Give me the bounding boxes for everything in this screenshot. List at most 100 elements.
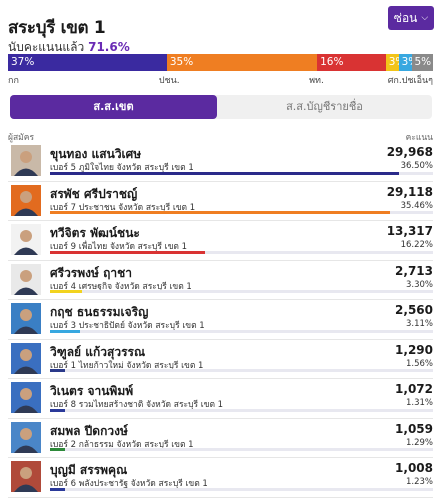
candidate-vote-bar-fill: [50, 408, 66, 412]
party-segment: 5%: [411, 54, 433, 71]
candidate-name: ทวีจิตร พัฒน์ชนะ: [50, 226, 140, 240]
candidate-party: เบอร์ 8 รวมไทยสร้างชาติ จังหวัด สระบุรี …: [50, 400, 224, 410]
candidate-name: ศรีวรพงษ์ ฤาชา: [50, 265, 132, 280]
candidate-votes: 2,560: [395, 303, 433, 317]
candidate-percent: 3.30%: [405, 279, 433, 290]
row-divider: [8, 220, 433, 221]
party-segment: 37%: [8, 54, 167, 71]
candidate-party: เบอร์ 7 ประชาชน จังหวัด สระบุรี เขต 1: [50, 202, 196, 213]
party-segment-label: ปชน.: [158, 76, 180, 86]
row-divider: [8, 338, 433, 340]
candidate-party: เบอร์ 2 กล้าธรรม จังหวัด สระบุรี เขต 1: [50, 439, 194, 450]
candidate-row[interactable]: ทวีจิตร พัฒน์ชนะเบอร์ 9 เพื่อไทย จังหวัด…: [8, 221, 433, 261]
candidate-vote-bar: [50, 487, 433, 491]
candidate-row[interactable]: วิฑูลย์ แก้วสุวรรณ เบอร์ 1 ไทยก้าวใหม่ จั…: [8, 340, 433, 379]
candidate-name: สรพัช ศรีปราชญ์: [50, 186, 138, 201]
candidate-vote-bar: [50, 211, 433, 214]
candidate-row[interactable]: วิเนตร จานพิมพ์ เบอร์ 8 รวมไทยสร้างชาติ จ…: [8, 379, 433, 419]
candidate-avatar: [11, 263, 41, 295]
candidate-list: ขุนทอง แสนวิเศษเบอร์ 5 ภูมิใจไทย จังหวัด…: [8, 142, 433, 498]
candidate-row[interactable]: กฤช ธนธรรมเจริญ เบอร์ 3 ประชาธิปัตย์ จังห…: [8, 300, 433, 340]
candidate-row[interactable]: ขุนทอง แสนวิเศษเบอร์ 5 ภูมิใจไทย จังหวัด…: [8, 142, 433, 182]
counted-status: นับคะแนนแล้ว 71.6%: [8, 38, 130, 57]
chevron-down-icon: ⌵: [421, 13, 429, 23]
candidate-avatar: [11, 184, 41, 216]
tab-partylist-mp[interactable]: ส.ส.บัญชีรายชื่อ: [286, 100, 363, 113]
candidate-vote-bar-fill: [50, 250, 206, 254]
row-divider: [8, 417, 433, 419]
candidate-vote-bar: [50, 448, 433, 451]
row-divider: [8, 180, 433, 182]
counted-percent: 71.6%: [88, 40, 130, 54]
candidate-percent: 1.29%: [405, 437, 433, 448]
candidate-percent: 1.31%: [405, 398, 433, 408]
candidate-row[interactable]: บุญมี สรรพคุณเบอร์ 6 พลังประชารัฐ จังหวั…: [8, 458, 433, 498]
candidate-vote-bar-fill: [50, 487, 66, 491]
party-segment-label-other: ศก.ปชเอ็นๆ: [387, 76, 433, 86]
candidate-votes: 29,968: [386, 145, 433, 159]
party-segment-label: กก: [8, 76, 19, 86]
candidate-name: วิฑูลย์ แก้วสุวรรณ: [50, 344, 146, 359]
candidate-name: สมพล ปีดกวงษ์: [50, 423, 128, 438]
candidate-row[interactable]: สรพัช ศรีปราชญ์ เบอร์ 7 ประชาชน จังหวัด ส…: [8, 182, 433, 221]
row-divider: [8, 259, 433, 261]
candidate-avatar: [11, 342, 41, 374]
row-divider: [8, 299, 433, 300]
row-divider: [8, 496, 433, 498]
candidate-avatar: [11, 224, 41, 255]
party-segment: 35%: [166, 54, 318, 71]
candidate-vote-bar-fill: [50, 211, 390, 214]
tab-bar: ส.ส.เขต ส.ส.บัญชีรายชื่อ: [10, 95, 432, 119]
candidate-percent: 1.56%: [405, 358, 433, 369]
candidate-vote-bar-fill: [50, 171, 400, 175]
party-segment: 3%: [398, 54, 412, 71]
candidate-vote-bar-fill: [50, 369, 66, 372]
candidate-avatar: [11, 145, 41, 176]
candidate-percent: 36.50%: [400, 161, 433, 171]
candidate-avatar: [11, 382, 41, 413]
tab-district-mp[interactable]: ส.ส.เขต: [10, 95, 217, 119]
column-header: ผู้สมัคร คะแนน: [8, 130, 433, 143]
candidate-name: ขุนทอง แสนวิเศษ: [50, 147, 142, 161]
candidate-votes: 13,317: [386, 224, 433, 238]
row-divider: [8, 457, 433, 458]
candidate-party: เบอร์ 9 เพื่อไทย จังหวัด สระบุรี เขต 1: [50, 242, 188, 252]
candidate-votes: 1,059: [395, 421, 433, 436]
hide-button-label: ซ่อน: [393, 10, 418, 25]
party-segment: 16%: [317, 54, 386, 71]
party-segment: 3%: [385, 54, 399, 71]
candidate-row[interactable]: ศรีวรพงษ์ ฤาชา เบอร์ 4 เศรษฐกิจ จังหวัด ส…: [8, 261, 433, 300]
page-title: สระบุรี เขต 1: [8, 18, 106, 38]
candidate-avatar: [11, 303, 41, 334]
party-share-bar: 37%35%16%3%3%5%: [8, 54, 433, 71]
candidate-votes: 29,118: [386, 184, 433, 199]
candidate-votes: 2,713: [395, 263, 433, 278]
row-divider: [8, 378, 433, 379]
header: สระบุรี เขต 1 นับคะแนนแล้ว 71.6% ซ่อน ⌵: [8, 6, 434, 54]
candidate-percent: 35.46%: [400, 200, 433, 211]
candidate-votes: 1,290: [395, 342, 433, 357]
candidate-party: เบอร์ 6 พลังประชารัฐ จังหวัด สระบุรี เขต…: [50, 479, 208, 489]
candidate-row[interactable]: สมพล ปีดกวงษ์ เบอร์ 2 กล้าธรรม จังหวัด สร…: [8, 419, 433, 458]
candidate-name: บุญมี สรรพคุณ: [50, 463, 128, 477]
candidate-vote-bar: [50, 369, 433, 372]
hide-button[interactable]: ซ่อน ⌵: [388, 6, 434, 30]
candidate-vote-bar: [50, 329, 433, 333]
candidate-vote-bar: [50, 408, 433, 412]
candidate-votes: 1,008: [395, 461, 433, 475]
candidate-vote-bar: [50, 171, 433, 175]
party-share-labels: กก ปชน. พท. ศก.ปชเอ็นๆ: [8, 73, 433, 86]
candidate-percent: 3.11%: [405, 319, 433, 329]
counted-label: นับคะแนนแล้ว: [8, 40, 85, 54]
candidate-party: เบอร์ 5 ภูมิใจไทย จังหวัด สระบุรี เขต 1: [50, 163, 194, 173]
candidate-vote-bar-fill: [50, 290, 82, 293]
candidate-avatar: [11, 461, 41, 492]
candidate-column-label: ผู้สมัคร: [8, 133, 35, 143]
candidate-percent: 16.22%: [400, 240, 433, 250]
candidate-percent: 1.23%: [405, 477, 433, 487]
candidate-vote-bar-fill: [50, 329, 80, 333]
votes-column-label: คะแนน: [405, 133, 433, 143]
candidate-vote-bar: [50, 250, 433, 254]
candidate-name: กฤช ธนธรรมเจริญ: [50, 305, 149, 319]
candidate-avatar: [11, 421, 41, 453]
